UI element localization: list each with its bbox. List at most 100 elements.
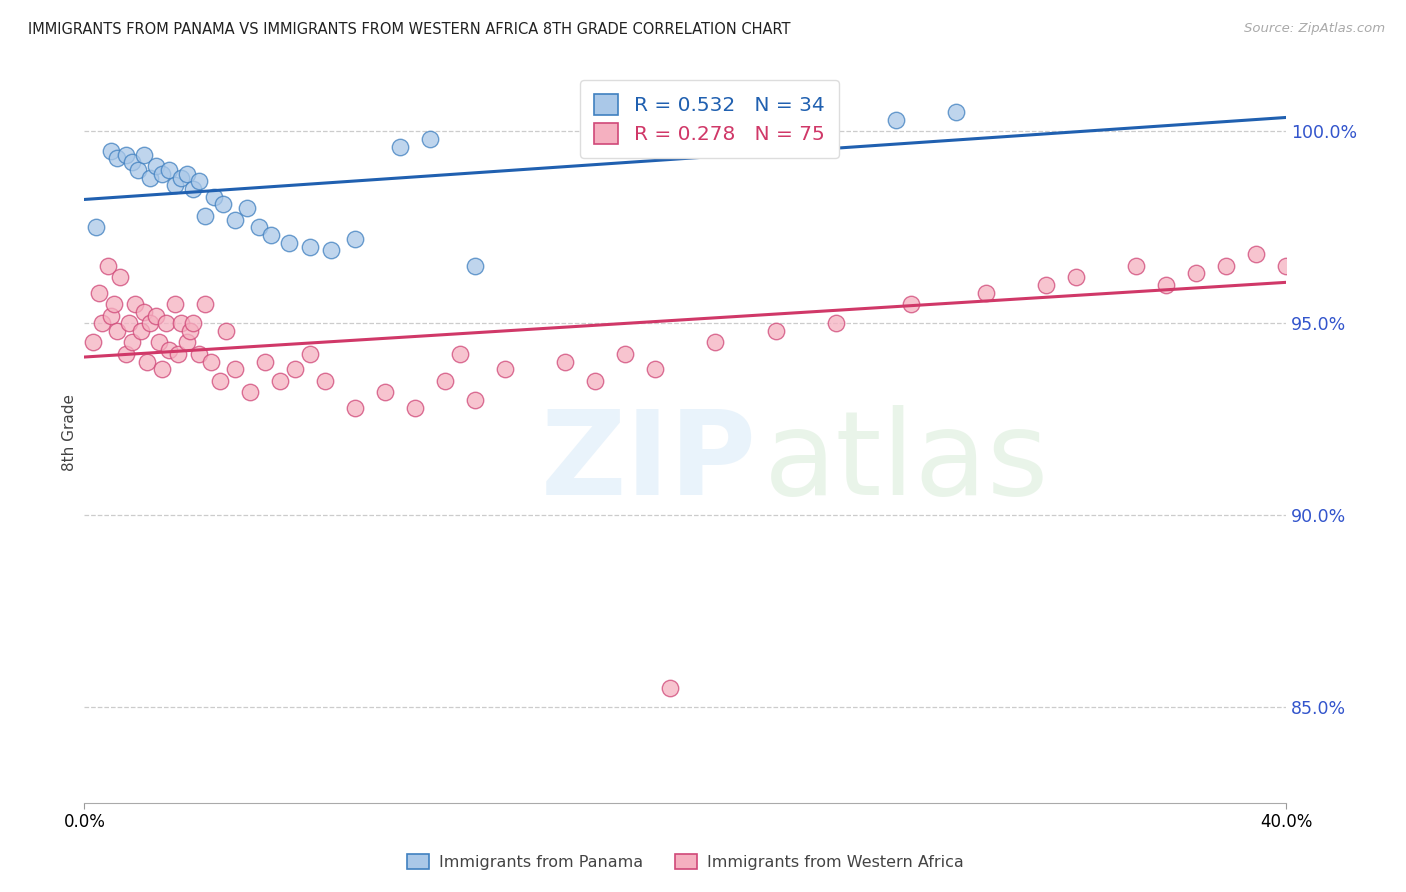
Point bbox=[734, 124, 756, 138]
Point bbox=[434, 374, 457, 388]
Point bbox=[314, 374, 336, 388]
Point bbox=[239, 385, 262, 400]
Point bbox=[284, 362, 307, 376]
Point bbox=[163, 297, 186, 311]
Point bbox=[115, 347, 138, 361]
Point bbox=[97, 259, 120, 273]
Point bbox=[181, 316, 204, 330]
Point bbox=[176, 167, 198, 181]
Point bbox=[121, 155, 143, 169]
Point bbox=[82, 335, 104, 350]
Point bbox=[449, 347, 471, 361]
Point bbox=[157, 162, 180, 177]
Point bbox=[343, 232, 366, 246]
Point bbox=[169, 170, 191, 185]
Point bbox=[388, 140, 411, 154]
Point bbox=[121, 335, 143, 350]
Point bbox=[107, 324, 129, 338]
Point bbox=[194, 297, 217, 311]
Text: atlas: atlas bbox=[763, 405, 1049, 520]
Point bbox=[644, 362, 666, 376]
Point bbox=[208, 374, 231, 388]
Point bbox=[134, 305, 156, 319]
Point bbox=[614, 347, 637, 361]
Point bbox=[343, 401, 366, 415]
Point bbox=[1275, 259, 1298, 273]
Point bbox=[152, 167, 174, 181]
Point bbox=[202, 190, 225, 204]
Legend: Immigrants from Panama, Immigrants from Western Africa: Immigrants from Panama, Immigrants from … bbox=[401, 847, 970, 876]
Point bbox=[298, 347, 321, 361]
Point bbox=[139, 170, 162, 185]
Point bbox=[374, 385, 396, 400]
Point bbox=[100, 309, 122, 323]
Point bbox=[494, 362, 516, 376]
Point bbox=[1246, 247, 1268, 261]
Point bbox=[224, 212, 246, 227]
Point bbox=[235, 201, 257, 215]
Point bbox=[464, 392, 486, 407]
Point bbox=[269, 374, 291, 388]
Point bbox=[100, 144, 122, 158]
Point bbox=[179, 324, 201, 338]
Point bbox=[124, 297, 146, 311]
Point bbox=[166, 347, 188, 361]
Point bbox=[464, 259, 486, 273]
Point bbox=[260, 228, 283, 243]
Point bbox=[277, 235, 299, 250]
Point bbox=[163, 178, 186, 193]
Point bbox=[176, 335, 198, 350]
Point bbox=[211, 197, 233, 211]
Point bbox=[247, 220, 270, 235]
Point bbox=[181, 182, 204, 196]
Point bbox=[91, 316, 114, 330]
Point bbox=[131, 324, 153, 338]
Point bbox=[404, 401, 426, 415]
Text: Source: ZipAtlas.com: Source: ZipAtlas.com bbox=[1244, 22, 1385, 36]
Point bbox=[145, 159, 167, 173]
Point bbox=[148, 335, 170, 350]
Point bbox=[152, 362, 174, 376]
Point bbox=[127, 162, 149, 177]
Y-axis label: 8th Grade: 8th Grade bbox=[62, 394, 77, 471]
Point bbox=[89, 285, 111, 300]
Point bbox=[134, 147, 156, 161]
Point bbox=[659, 681, 682, 695]
Point bbox=[765, 324, 787, 338]
Text: ZIP: ZIP bbox=[541, 405, 758, 520]
Point bbox=[200, 354, 222, 368]
Point bbox=[187, 174, 209, 188]
Point bbox=[139, 316, 162, 330]
Point bbox=[1185, 267, 1208, 281]
Point bbox=[107, 152, 129, 166]
Point bbox=[419, 132, 441, 146]
Point bbox=[103, 297, 125, 311]
Point bbox=[214, 324, 236, 338]
Point bbox=[974, 285, 997, 300]
Point bbox=[689, 117, 711, 131]
Point bbox=[110, 270, 132, 285]
Point bbox=[1064, 270, 1087, 285]
Point bbox=[1156, 277, 1178, 292]
Point bbox=[900, 297, 922, 311]
Point bbox=[583, 374, 606, 388]
Point bbox=[1035, 277, 1057, 292]
Text: IMMIGRANTS FROM PANAMA VS IMMIGRANTS FROM WESTERN AFRICA 8TH GRADE CORRELATION C: IMMIGRANTS FROM PANAMA VS IMMIGRANTS FRO… bbox=[28, 22, 790, 37]
Point bbox=[118, 316, 141, 330]
Point bbox=[884, 113, 907, 128]
Point bbox=[136, 354, 159, 368]
Point bbox=[1125, 259, 1147, 273]
Point bbox=[554, 354, 576, 368]
Point bbox=[224, 362, 246, 376]
Point bbox=[945, 105, 967, 120]
Point bbox=[187, 347, 209, 361]
Point bbox=[319, 244, 342, 258]
Point bbox=[86, 220, 108, 235]
Point bbox=[155, 316, 177, 330]
Point bbox=[115, 147, 138, 161]
Point bbox=[298, 239, 321, 253]
Point bbox=[157, 343, 180, 358]
Point bbox=[169, 316, 191, 330]
Point bbox=[704, 335, 727, 350]
Point bbox=[253, 354, 276, 368]
